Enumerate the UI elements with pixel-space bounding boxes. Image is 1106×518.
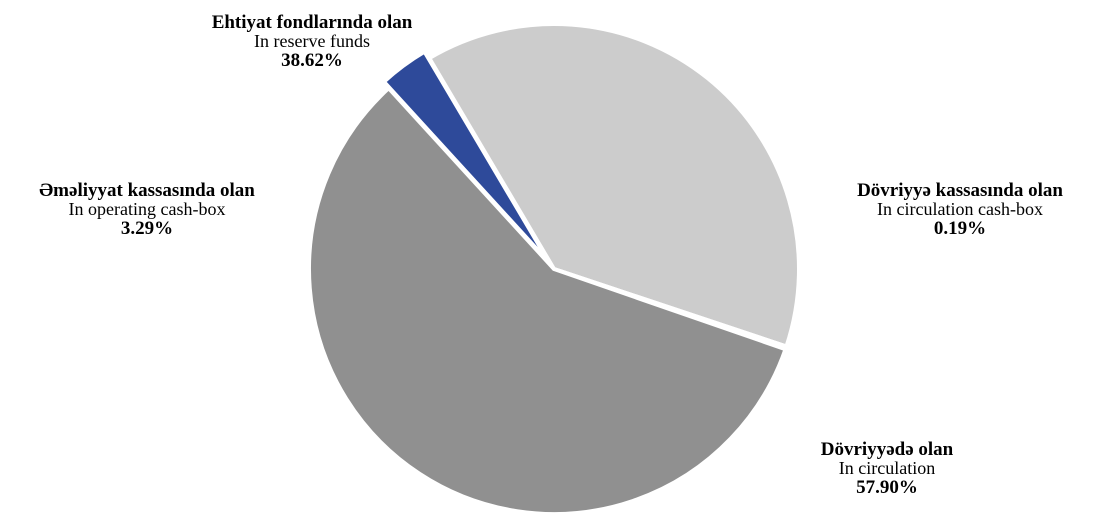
slice-label-en: In circulation [838,458,936,478]
pie-slice-operating-cash-box [381,49,552,265]
slice-label-operating-cash-box: Əməliyyat kassasında olan In operating c… [39,181,255,238]
slice-label-en: In operating cash-box [68,199,226,219]
slice-value-label: 38.62% [281,50,343,71]
slice-label-en: In circulation cash-box [877,199,1043,219]
slice-value-label: 0.19% [933,218,987,239]
slice-value-label: 57.90% [856,477,918,498]
slice-label-circulation-cash-box: Dövriyyə kassasında olan In circulation … [857,181,1063,238]
slice-label-az: Ehtiyat fondlarında olan [211,12,413,33]
pie-slice-reserve-funds [427,22,801,349]
slice-label-in-circulation: Dövriyyədə olan In circulation 57.90% [821,440,953,497]
slice-label-reserve-funds: Ehtiyat fondlarında olan In reserve fund… [212,13,413,70]
slice-label-az: Əməliyyat kassasında olan [39,180,255,201]
pie-slice-in-circulation [307,86,788,516]
slice-label-az: Dövriyyədə olan [820,439,954,460]
slice-label-az: Dövriyyə kassasında olan [857,180,1063,201]
slice-label-en: In reserve funds [254,31,370,51]
slice-value-label: 3.29% [120,218,174,239]
